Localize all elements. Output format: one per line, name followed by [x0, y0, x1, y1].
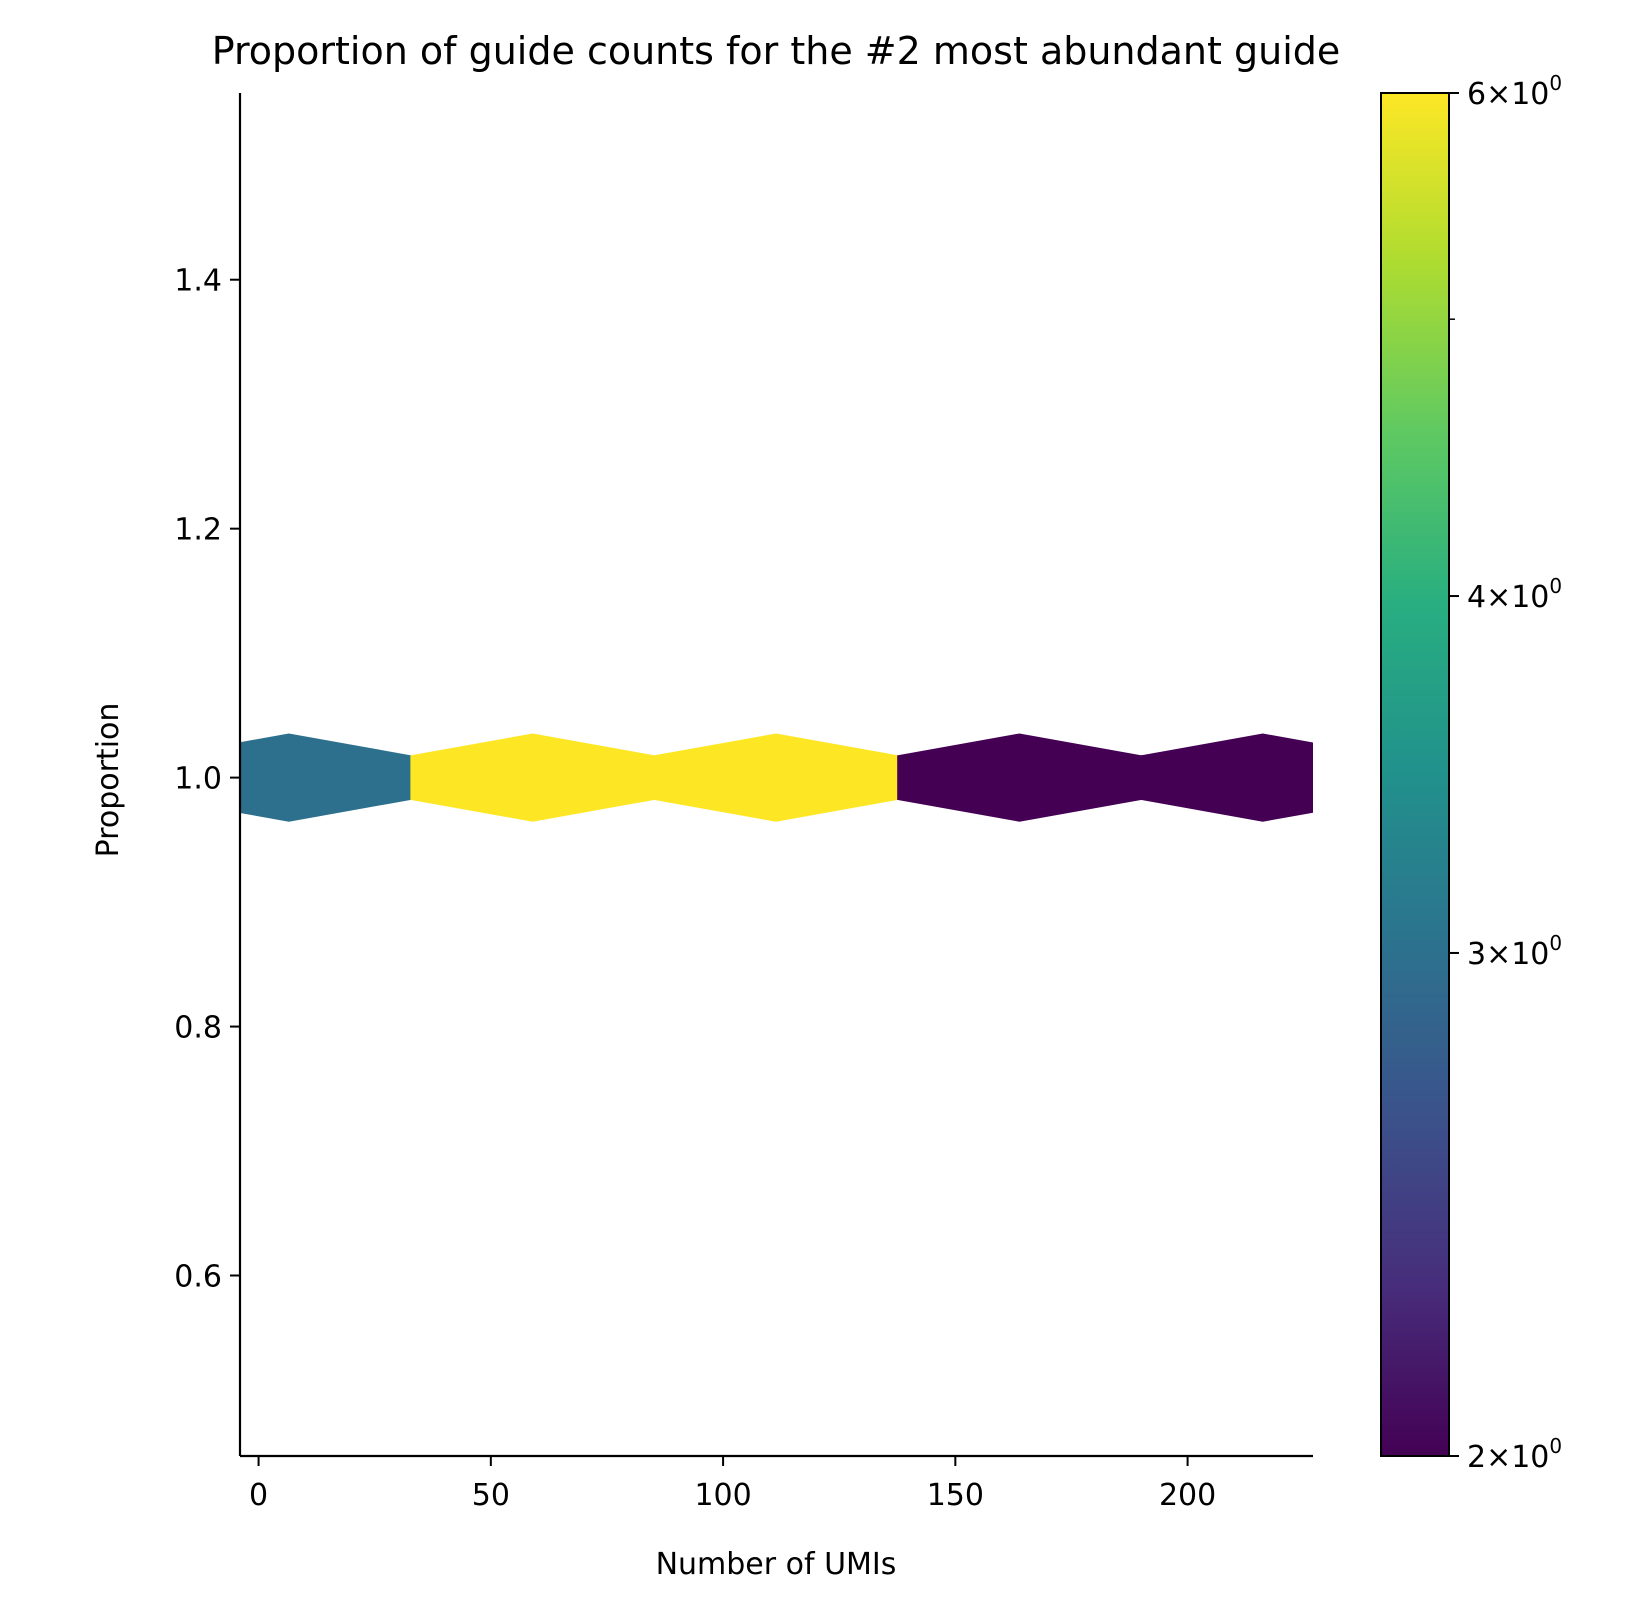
colorbar-ticks: 2×100 3×100 4×100 6×100 — [1449, 71, 1562, 1475]
colorbar-tick-label: 6×100 — [1467, 71, 1562, 112]
colorbar-tick-label: 2×100 — [1467, 1434, 1562, 1475]
hexbin-cell-1 — [410, 733, 655, 822]
hexbin-cell-3 — [897, 733, 1142, 822]
hexbin-cell-4 — [1140, 733, 1313, 822]
y-tick-label: 1.2 — [174, 513, 222, 548]
x-tick-label: 150 — [927, 1478, 984, 1513]
colorbar-tick-label: 4×100 — [1467, 574, 1562, 615]
x-axis-ticks: 0 50 100 150 200 — [249, 1456, 1216, 1513]
y-axis-ticks: 0.6 0.8 1.0 1.2 1.4 — [174, 264, 240, 1295]
x-axis-label: Number of UMIs — [656, 1547, 897, 1582]
y-tick-label: 1.0 — [174, 762, 222, 797]
y-axis-label: Proportion — [91, 703, 126, 858]
y-tick-label: 0.6 — [174, 1260, 222, 1295]
chart-title: Proportion of guide counts for the #2 mo… — [212, 29, 1341, 73]
x-tick-label: 50 — [472, 1478, 510, 1513]
y-tick-label: 0.8 — [174, 1011, 222, 1046]
x-tick-label: 200 — [1159, 1478, 1216, 1513]
x-tick-label: 0 — [249, 1478, 268, 1513]
hexbin-cell-2 — [653, 733, 899, 822]
y-tick-label: 1.4 — [174, 264, 222, 299]
colorbar-tick-label: 3×100 — [1467, 931, 1562, 972]
colorbar-gradient — [1380, 92, 1450, 1457]
x-tick-label: 100 — [694, 1478, 751, 1513]
hexbin-layer — [240, 733, 1313, 822]
colorbar: 2×100 3×100 4×100 6×100 — [1380, 71, 1562, 1475]
